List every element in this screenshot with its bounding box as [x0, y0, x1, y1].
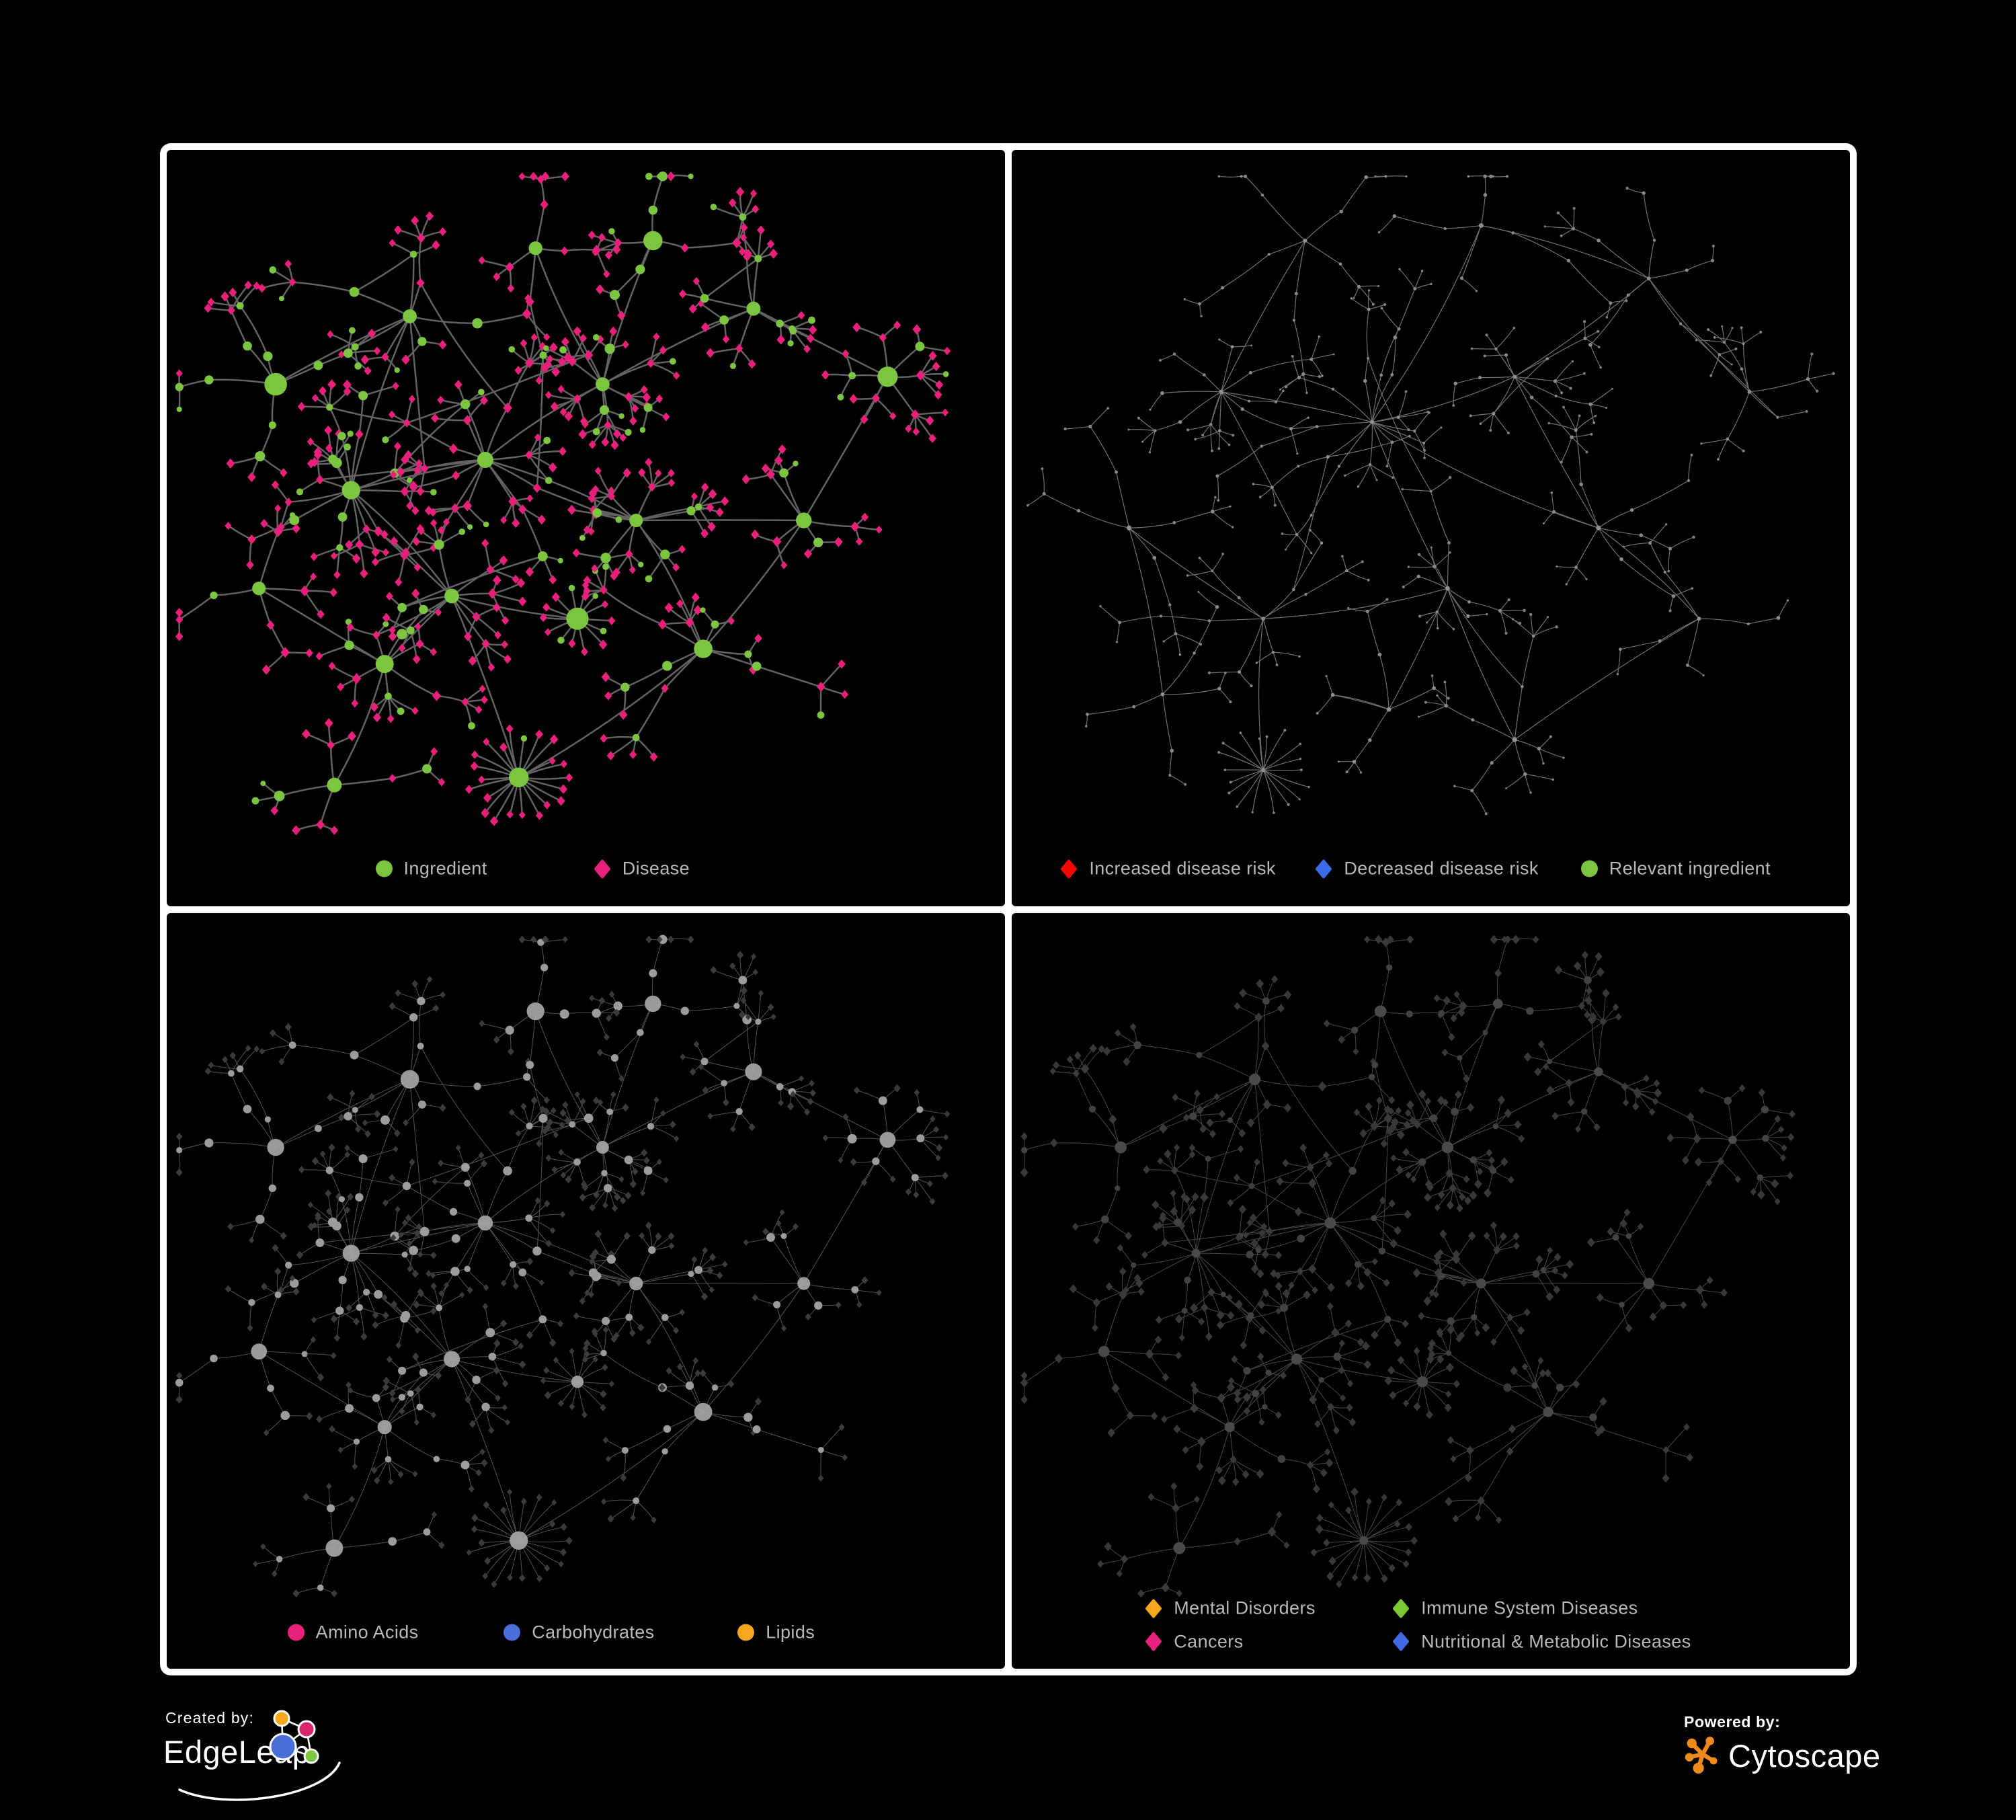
network-edges [1027, 175, 1834, 814]
edgeleap-network-icon [178, 1710, 341, 1801]
network-ingredient-disease [175, 171, 951, 836]
network-edges [178, 174, 949, 832]
cytoscape-wordmark: Cytoscape [1728, 1737, 1881, 1774]
panel-nutrient-classes: Amino Acids Carbohydrates Lipids [167, 912, 1005, 1669]
network-nodes [175, 171, 951, 836]
figure-grid: Ingredient Disease Increased disease risk… [160, 143, 1857, 1675]
network-nutrient-classes [175, 935, 951, 1597]
panel-ingredient-disease: Ingredient Disease [167, 150, 1005, 906]
network-edges [1024, 937, 1793, 1594]
powered-by-label: Powered by: [1684, 1713, 1781, 1731]
cytoscape-logo: Powered by: Cytoscape [1684, 1713, 1881, 1776]
cytoscape-icon [1685, 1737, 1718, 1774]
panel-disease-risk: Increased disease risk Decreased disease … [1012, 150, 1850, 906]
network-edges [179, 937, 948, 1594]
network-nodes [1026, 174, 1835, 816]
network-disease-categories [1020, 934, 1796, 1597]
edgeleap-logo: Created by: EdgeLeap [163, 1709, 372, 1820]
network-nodes [175, 935, 951, 1597]
created-by-label: Created by: [165, 1709, 255, 1727]
panel-disease-categories: Mental Disorders Immune System Diseases Ca… [1012, 912, 1850, 1669]
network-disease-risk [1026, 174, 1835, 816]
network-nodes [1020, 934, 1796, 1597]
